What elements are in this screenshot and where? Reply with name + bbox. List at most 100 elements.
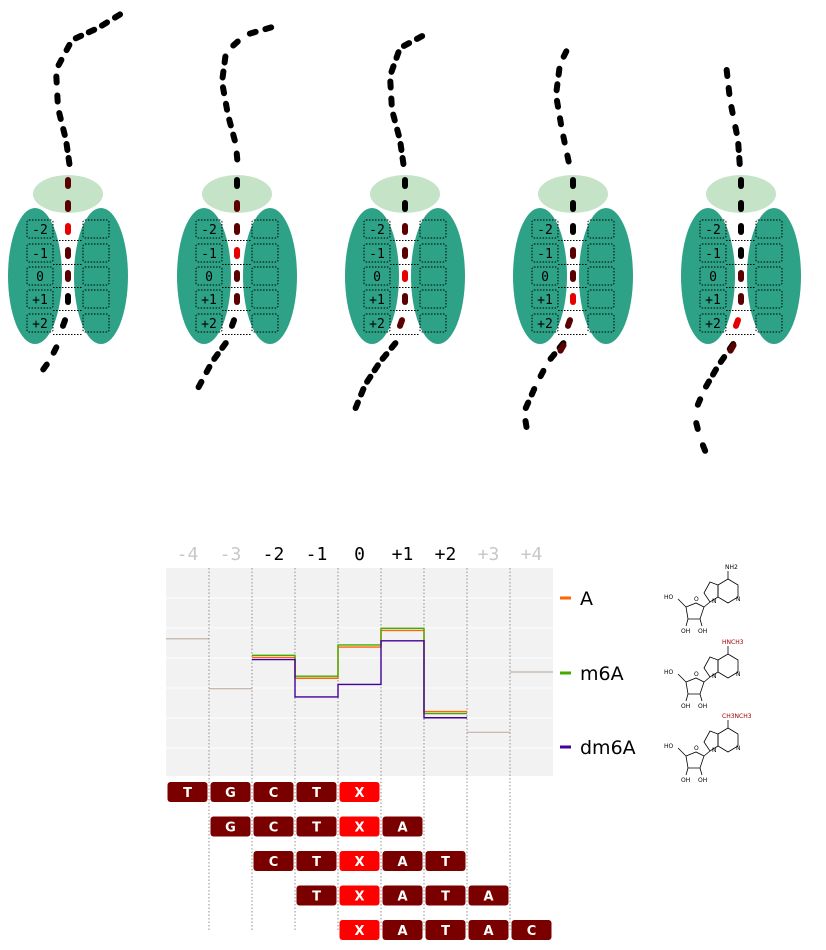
kmer-letter: T — [183, 786, 192, 801]
nucleoside-structure-m6A: HO OH OH O N N HNCH3 — [664, 639, 744, 710]
channel-box-right — [251, 219, 279, 239]
kmer-box — [511, 920, 552, 940]
channel-base — [570, 223, 576, 235]
strand-base — [262, 24, 275, 33]
kmer-letter: T — [441, 855, 450, 870]
channel-box-right — [755, 266, 783, 286]
strand-base — [717, 354, 728, 365]
kmer-box — [210, 782, 251, 802]
ch2-bond — [677, 673, 687, 683]
strand-base — [728, 104, 736, 116]
strand-base — [53, 73, 60, 86]
channel-base — [234, 223, 240, 235]
pore-position-label: +2 — [705, 317, 721, 332]
glycosidic-bond — [703, 750, 711, 757]
pore-position-label: -2 — [537, 223, 553, 238]
ho-label: HO — [664, 594, 674, 601]
channel-box-right — [82, 266, 110, 286]
cap-base — [570, 177, 576, 189]
channel-box-right — [755, 289, 783, 309]
kmer-box — [210, 816, 251, 837]
kmer-letter: A — [397, 855, 407, 870]
channel-base — [738, 293, 744, 305]
dna-strand-top — [53, 11, 124, 167]
strand-base — [725, 85, 733, 97]
strand-base — [56, 110, 64, 122]
channel-base — [59, 317, 69, 329]
channel-box-right — [587, 266, 615, 286]
kmer-letter: C — [269, 821, 279, 836]
pore-position-label: +1 — [705, 293, 721, 308]
kmer-box — [339, 885, 380, 906]
channel-box-left — [363, 243, 391, 263]
kmer-box — [382, 851, 423, 871]
strand-base — [702, 378, 713, 390]
channel-box-left — [699, 313, 727, 333]
channel-box-right — [419, 313, 447, 333]
channel-base — [396, 317, 406, 329]
channel-box-right — [419, 266, 447, 286]
oh-label: OH — [698, 777, 707, 784]
channel-base — [738, 247, 744, 259]
kmer-box — [339, 816, 380, 837]
nucleoside-structure-dm6A: HO OH OH O N N CH3NCH3 — [664, 713, 752, 784]
strand-base — [528, 386, 538, 398]
cap-base — [65, 177, 71, 189]
channel-base — [65, 247, 71, 259]
channel-box-right — [251, 289, 279, 309]
pore-2: -2 -1 0 +1 +2 — [177, 24, 297, 391]
dna-strand-top — [387, 33, 426, 167]
strand-base — [555, 65, 563, 78]
strand-base — [54, 92, 61, 105]
channel-box-left — [699, 243, 727, 263]
oh-bond — [685, 693, 689, 702]
cap-base — [738, 177, 744, 189]
cap-base — [234, 200, 240, 212]
strand-base — [694, 396, 704, 408]
channel-box-left — [363, 266, 391, 286]
strand-base — [522, 399, 532, 411]
strand-base — [226, 116, 234, 129]
strand-base — [393, 49, 402, 61]
pore-position-label: 0 — [36, 270, 44, 285]
pore-position-label: +1 — [537, 293, 553, 308]
kmer-letter: A — [483, 890, 493, 905]
strand-base — [553, 97, 562, 110]
kmer-box — [253, 816, 294, 837]
position-label--4: -4 — [177, 544, 199, 565]
dna-strand-bottom — [40, 344, 60, 373]
channel-box-right — [587, 289, 615, 309]
nh2-label: NH2 — [725, 564, 738, 571]
legend-label-A: A — [580, 588, 593, 610]
kmer-letter: G — [225, 821, 236, 836]
channel-box-left — [363, 313, 391, 333]
dna-strand-bottom — [693, 341, 737, 454]
kmer-letter: T — [312, 890, 321, 905]
strand-base — [230, 131, 238, 144]
strand-base — [203, 363, 213, 376]
channel-base — [65, 223, 71, 235]
dna-strand-bottom — [195, 340, 229, 391]
kmer-box — [253, 851, 294, 871]
position-label-+3: +3 — [478, 544, 500, 565]
strand-base — [553, 81, 561, 94]
strand-base — [219, 68, 227, 81]
channel-box-left — [531, 289, 559, 309]
strand-base — [547, 351, 558, 362]
strand-base — [388, 340, 399, 351]
channel-box-right — [82, 289, 110, 309]
oh-label: OH — [681, 703, 690, 710]
channel-base — [234, 270, 240, 282]
channel-box-right — [587, 313, 615, 333]
pore-position-label: +2 — [32, 317, 48, 332]
kmer-letter: G — [225, 786, 236, 801]
n6-modification-label: HNCH3 — [722, 639, 744, 646]
channel-base — [234, 247, 240, 259]
pore-wall-right — [579, 208, 633, 344]
pore-position-label: -2 — [32, 223, 48, 238]
pore-position-label: -1 — [537, 247, 553, 262]
cap-base — [402, 177, 408, 189]
